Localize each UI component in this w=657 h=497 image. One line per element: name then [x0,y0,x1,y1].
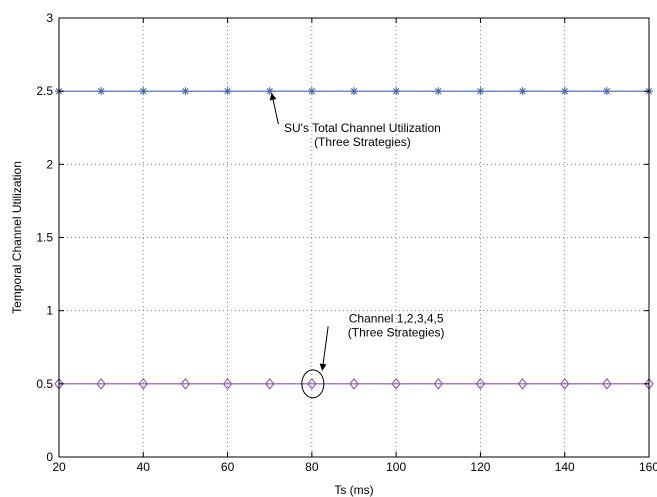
data-point-star [476,87,485,96]
y-tick-label: 1 [46,304,53,318]
data-point-star [181,87,190,96]
annotation-text: Channel 1,2,3,4,5 [349,311,444,325]
tick-layer: 20 40 60 80 100 120 140 160 0 0.5 1 1.5 2 2.5 3 [36,11,657,474]
data-point-star [434,87,443,96]
y-tick-label: 2 [46,157,53,171]
data-point-diamond [265,377,275,390]
annotation-1: SU's Total Channel Utilization(Three Str… [269,92,441,149]
x-tick-label: 120 [470,460,490,474]
data-point-star [602,87,611,96]
data-point-star [265,87,274,96]
data-point-star [139,87,148,96]
data-point-diamond [96,377,106,390]
annotation-2: Channel 1,2,3,4,5(Three Strategies) [301,311,445,399]
annotation-text: (Three Strategies) [348,325,445,339]
y-tick-label: 0.5 [36,377,53,391]
x-tick-label: 20 [52,460,66,474]
data-point-diamond [475,377,486,390]
data-point-diamond [517,377,528,390]
data-point-star [518,87,527,96]
x-tick-label: 80 [305,460,319,474]
grid-lines [59,18,649,457]
y-tick-label: 3 [46,11,53,25]
series-2 [54,377,654,390]
data-point-star [392,87,401,96]
x-tick-label: 100 [386,460,406,474]
data-point-star [350,87,358,96]
annotation-circle [301,369,325,399]
y-axis-label: Temporal Channel Utilization [10,161,24,314]
y-tick-label: 1.5 [36,231,53,245]
data-point-star [97,87,106,96]
data-point-diamond [602,377,612,390]
x-tick-label: 60 [221,460,235,474]
data-point-diamond [138,377,148,390]
x-tick-label: 160 [639,460,657,474]
data-point-star [307,87,316,96]
y-tick-label: 2.5 [36,84,53,98]
annotation-text: SU's Total Channel Utilization [284,121,441,135]
data-point-diamond [307,377,317,390]
x-tick-label: 40 [137,460,151,474]
data-point-star [223,87,232,96]
annotation-text: (Three Strategies) [314,135,411,149]
annotation-layer: SU's Total Channel Utilization(Three Str… [269,92,445,399]
series-1 [55,87,653,96]
data-point-diamond [222,377,233,390]
y-tick-label: 0 [46,450,53,464]
x-axis-label: Ts (ms) [334,483,373,497]
data-point-diamond [391,377,401,390]
x-tick-label: 140 [555,460,575,474]
data-point-diamond [560,377,570,390]
annotation-arrow [269,92,279,125]
data-point-diamond [349,377,359,390]
annotation-arrow [319,326,329,371]
data-point-star [560,87,569,96]
data-point-diamond [433,377,443,390]
data-point-diamond [180,377,191,390]
